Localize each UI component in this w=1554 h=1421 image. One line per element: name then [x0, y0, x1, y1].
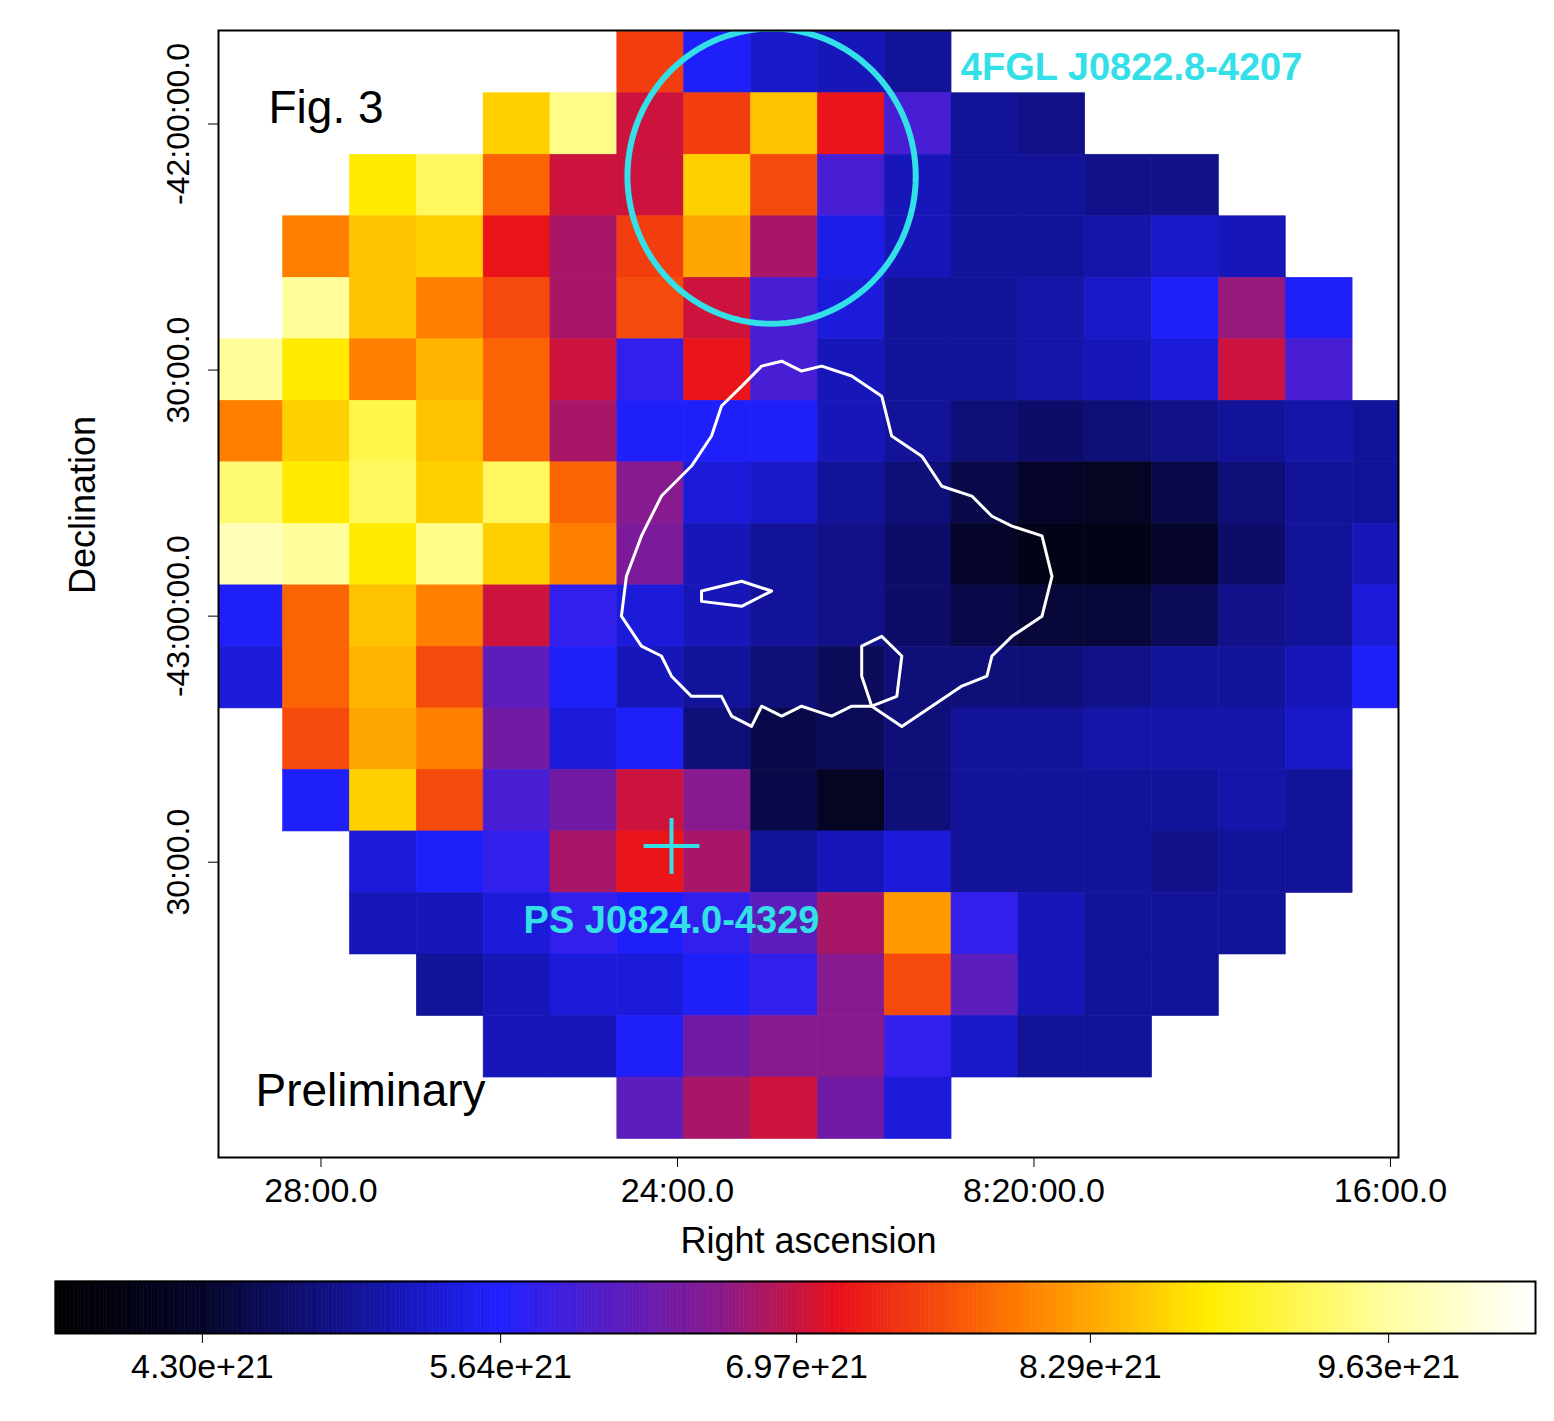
svg-text:24:00.0: 24:00.0: [621, 1171, 734, 1209]
svg-text:-42:00:00.0: -42:00:00.0: [160, 43, 196, 205]
svg-text:4.30e+21: 4.30e+21: [131, 1347, 274, 1385]
svg-text:28:00.0: 28:00.0: [264, 1171, 377, 1209]
svg-text:30:00.0: 30:00.0: [160, 317, 196, 424]
svg-text:5.64e+21: 5.64e+21: [429, 1347, 572, 1385]
svg-text:16:00.0: 16:00.0: [1334, 1171, 1447, 1209]
svg-text:Preliminary: Preliminary: [256, 1064, 486, 1116]
svg-text:6.97e+21: 6.97e+21: [725, 1347, 868, 1385]
svg-text:8:20:00.0: 8:20:00.0: [963, 1171, 1105, 1209]
svg-text:8.29e+21: 8.29e+21: [1019, 1347, 1162, 1385]
svg-text:-43:00:00.0: -43:00:00.0: [160, 535, 196, 697]
svg-text:9.63e+21: 9.63e+21: [1317, 1347, 1460, 1385]
svg-text:Fig. 3: Fig. 3: [269, 81, 384, 133]
svg-text:4FGL J0822.8-4207: 4FGL J0822.8-4207: [961, 46, 1303, 88]
svg-text:PS J0824.0-4329: PS J0824.0-4329: [524, 899, 820, 941]
svg-text:30:00.0: 30:00.0: [160, 809, 196, 916]
svg-text:Right ascension: Right ascension: [680, 1220, 936, 1261]
svg-text:Declination: Declination: [62, 416, 103, 594]
